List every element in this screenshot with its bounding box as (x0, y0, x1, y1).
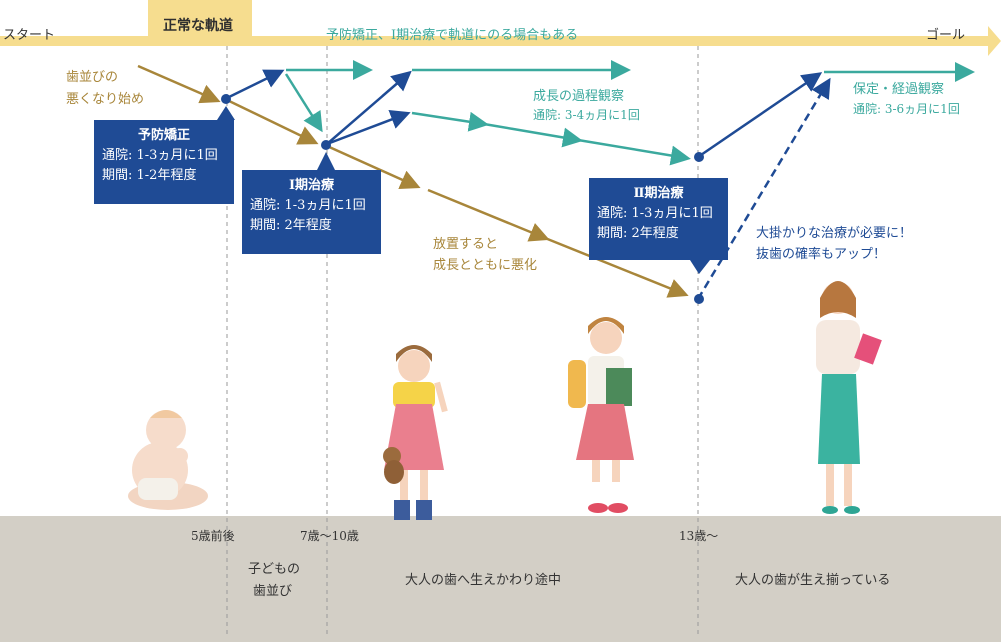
preventive-visit: 通院: 1-3ヵ月に1回 (102, 148, 218, 163)
neglect-line1: 放置すると (433, 237, 499, 252)
major-treatment-line2: 抜歯の確率もアップ！ (756, 247, 887, 262)
age-13: 13歳〜 (679, 529, 719, 543)
retention-visit: 通院: 3-6ヵ月に1回 (853, 102, 960, 116)
age-7-10: 7歳〜10歳 (300, 529, 359, 543)
phase1-box: Ⅰ期治療 通院: 1-3ヵ月に1回 期間: 2年程度 (242, 170, 381, 254)
malocclusion-start-line2: 悪くなり始め (66, 92, 145, 107)
stage-child-line2: 歯並び (253, 584, 293, 599)
phase2-box: Ⅱ期治療 通院: 1-3ヵ月に1回 期間: 2年程度 (589, 178, 728, 260)
phase1-period: 期間: 2年程度 (250, 218, 332, 233)
growth-observation-visit: 通院: 3-4ヵ月に1回 (533, 108, 640, 122)
goal-label: ゴール (926, 28, 966, 43)
normal-track-label: 正常な軌道 (163, 18, 233, 34)
preventive-period: 期間: 1-2年程度 (102, 168, 197, 183)
major-treatment-line1: 大掛かりな治療が必要に！ (756, 226, 913, 241)
start-label: スタート (3, 28, 56, 43)
phase1-title: Ⅰ期治療 (288, 178, 335, 193)
baby-illustration (128, 410, 208, 510)
neglect-line2: 成長とともに悪化 (433, 258, 538, 273)
phase2-visit: 通院: 1-3ヵ月に1回 (597, 206, 713, 221)
age-5: 5歳前後 (191, 529, 235, 543)
track-note: 予防矯正、Ⅰ期治療で軌道にのる場合もある (326, 28, 579, 43)
phase2-title: Ⅱ期治療 (633, 186, 684, 201)
stage-mixed: 大人の歯へ生えかわり途中 (405, 573, 562, 588)
stage-child-line1: 子どもの (248, 562, 301, 577)
woman-illustration (816, 281, 882, 514)
girl-teddy-illustration (383, 345, 448, 520)
retention-title: 保定・経過観察 (853, 82, 945, 97)
stage-adult: 大人の歯が生え揃っている (735, 573, 891, 588)
malocclusion-start-line1: 歯並びの (66, 70, 119, 85)
growth-observation-title: 成長の過程観察 (533, 89, 625, 104)
preventive-title: 予防矯正 (137, 128, 190, 143)
phase1-visit: 通院: 1-3ヵ月に1回 (250, 198, 366, 213)
schoolgirl-illustration (568, 317, 634, 513)
phase2-period: 期間: 2年程度 (597, 226, 679, 241)
preventive-box: 予防矯正 通院: 1-3ヵ月に1回 期間: 1-2年程度 (94, 120, 234, 204)
